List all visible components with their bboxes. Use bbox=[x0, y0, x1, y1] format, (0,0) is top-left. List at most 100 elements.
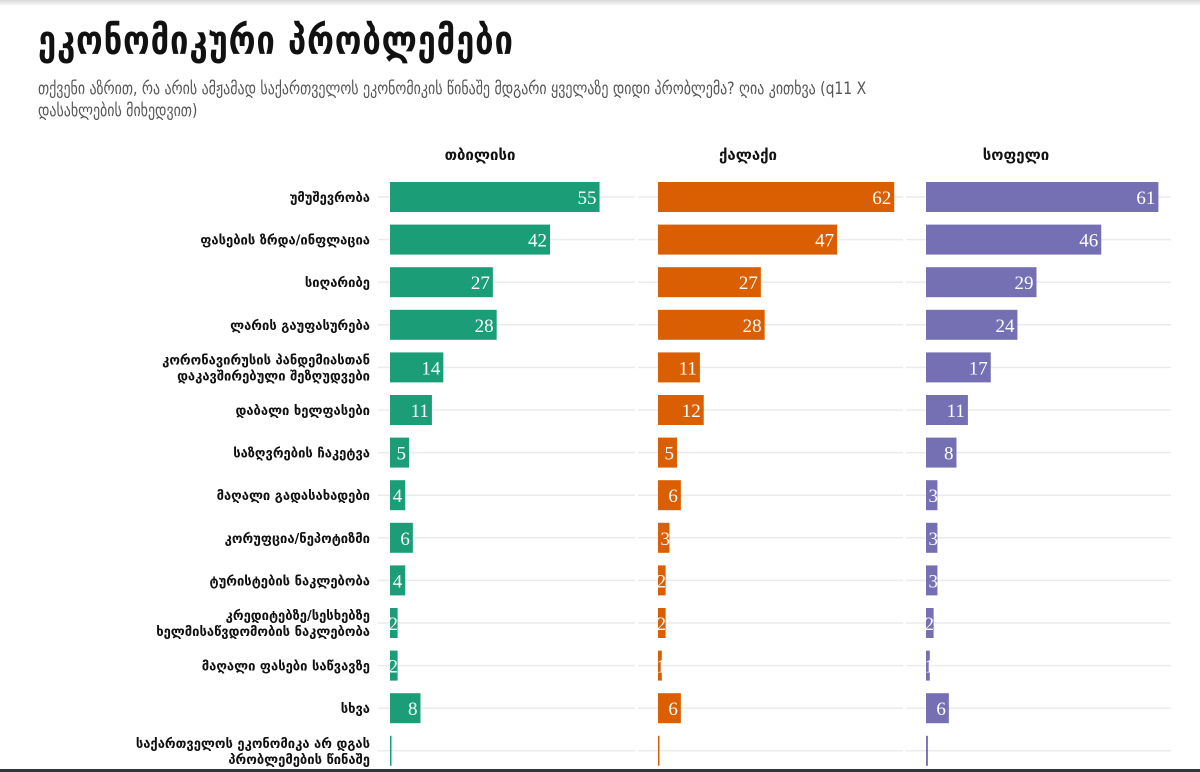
bar bbox=[390, 608, 398, 638]
category-label: ლარის გაუფასურება bbox=[230, 319, 370, 334]
category-label: სიღარიბე bbox=[305, 276, 370, 291]
bar bbox=[390, 224, 551, 255]
data-label: 4 bbox=[393, 486, 403, 507]
bar bbox=[658, 309, 765, 340]
bar bbox=[390, 735, 392, 766]
data-label: 5 bbox=[397, 444, 407, 465]
chart-subtitle: თქვენი აზრით, რა არის ამჟამად საქართველო… bbox=[38, 79, 867, 121]
category-label: საქართველოს ეკონომიკა არ დგას bbox=[136, 737, 370, 752]
bar bbox=[390, 522, 413, 553]
data-label: 3 bbox=[661, 529, 671, 550]
data-label: 8 bbox=[408, 699, 418, 720]
category-label: საზღვრების ჩაკეტვა bbox=[233, 447, 370, 462]
data-label: 28 bbox=[743, 316, 762, 337]
bar bbox=[926, 224, 1102, 255]
facet-header: სოფელი bbox=[983, 146, 1049, 164]
data-label: 17 bbox=[969, 358, 988, 379]
data-label: 3 bbox=[929, 486, 939, 507]
category-label: ტურისტების ნაკლებობა bbox=[209, 574, 370, 589]
category-label: დაბალი ხელფასები bbox=[236, 404, 370, 419]
data-label: 4 bbox=[393, 571, 403, 592]
data-label: 61 bbox=[1136, 188, 1155, 209]
bar bbox=[658, 608, 666, 638]
bar bbox=[390, 267, 493, 298]
data-label: 1 bbox=[657, 657, 667, 678]
data-label: 42 bbox=[528, 231, 547, 252]
data-label: 3 bbox=[929, 529, 939, 550]
bar bbox=[390, 480, 406, 511]
bar bbox=[658, 182, 895, 212]
category-label: მაღალი გადასახადები bbox=[217, 489, 370, 504]
data-label: 14 bbox=[421, 358, 441, 379]
data-label: 29 bbox=[1014, 273, 1033, 294]
data-label: 5 bbox=[665, 444, 675, 465]
data-label: 6 bbox=[400, 529, 410, 550]
bar bbox=[390, 693, 421, 724]
data-label: 2 bbox=[657, 614, 667, 635]
bar bbox=[926, 395, 968, 425]
category-label: კრედიტებზე/სესხებზე bbox=[226, 609, 370, 624]
bar bbox=[658, 352, 700, 383]
data-label: 2 bbox=[389, 614, 399, 635]
data-label: 6 bbox=[668, 486, 678, 507]
data-label: 2 bbox=[657, 571, 667, 592]
data-label: 55 bbox=[578, 188, 597, 209]
data-label: 6 bbox=[936, 699, 946, 720]
data-label: 2 bbox=[925, 614, 935, 635]
data-label: 47 bbox=[815, 231, 834, 252]
bar bbox=[390, 565, 406, 596]
bar bbox=[658, 267, 761, 298]
facet-header: ქალაქი bbox=[719, 146, 777, 164]
category-label: მაღალი ფასები საწვავზე bbox=[202, 660, 370, 675]
data-label: 62 bbox=[872, 188, 891, 209]
bar bbox=[926, 309, 1018, 340]
category-label: უმუშევრობა bbox=[290, 191, 370, 206]
data-label: 1 bbox=[925, 657, 935, 678]
data-label: 27 bbox=[471, 273, 490, 294]
data-label: 27 bbox=[739, 273, 758, 294]
chart-title: ეკონომიკური პრობლემები bbox=[38, 18, 514, 64]
category-label: სხვა bbox=[341, 702, 370, 717]
bar bbox=[926, 650, 930, 681]
category-label: პრობლემების წინაშე bbox=[228, 753, 370, 768]
bottom-edge bbox=[0, 769, 1200, 772]
data-label: 12 bbox=[682, 401, 701, 422]
data-label: 11 bbox=[411, 401, 429, 422]
bar bbox=[658, 480, 681, 511]
bar bbox=[390, 352, 444, 383]
bar bbox=[926, 352, 991, 383]
data-label: 3 bbox=[929, 571, 939, 592]
bar bbox=[658, 735, 660, 766]
bar bbox=[658, 650, 662, 681]
bar bbox=[658, 395, 704, 425]
bar bbox=[658, 522, 670, 553]
category-label: დაკავშირებული შეზღუდვები bbox=[177, 369, 370, 384]
data-label: 2 bbox=[389, 657, 399, 678]
bar bbox=[658, 437, 678, 468]
bar bbox=[658, 224, 838, 255]
bar bbox=[926, 437, 957, 468]
category-label: კორუფცია/ნეპოტიზმი bbox=[225, 532, 370, 547]
bar bbox=[926, 267, 1037, 298]
top-edge bbox=[0, 0, 1200, 6]
bar bbox=[658, 693, 681, 724]
data-label: 11 bbox=[947, 401, 965, 422]
category-label: ფასების ზრდა/ინფლაცია bbox=[200, 234, 370, 249]
bar bbox=[926, 182, 1159, 212]
bar bbox=[390, 437, 410, 468]
category-label: ხელმისაწვდომობის ნაკლებობა bbox=[156, 625, 370, 640]
bar bbox=[390, 309, 497, 340]
data-label: 11 bbox=[679, 358, 697, 379]
data-label: 46 bbox=[1079, 231, 1098, 252]
bar bbox=[926, 522, 938, 553]
data-label: 6 bbox=[668, 699, 678, 720]
bar bbox=[390, 395, 432, 425]
data-label: 24 bbox=[995, 316, 1015, 337]
bar bbox=[658, 565, 666, 596]
bar bbox=[926, 735, 928, 766]
data-label: 28 bbox=[475, 316, 494, 337]
category-label: კორონავირუსის პანდემიასთან bbox=[162, 353, 370, 368]
bar bbox=[926, 565, 938, 596]
bar bbox=[926, 608, 934, 638]
